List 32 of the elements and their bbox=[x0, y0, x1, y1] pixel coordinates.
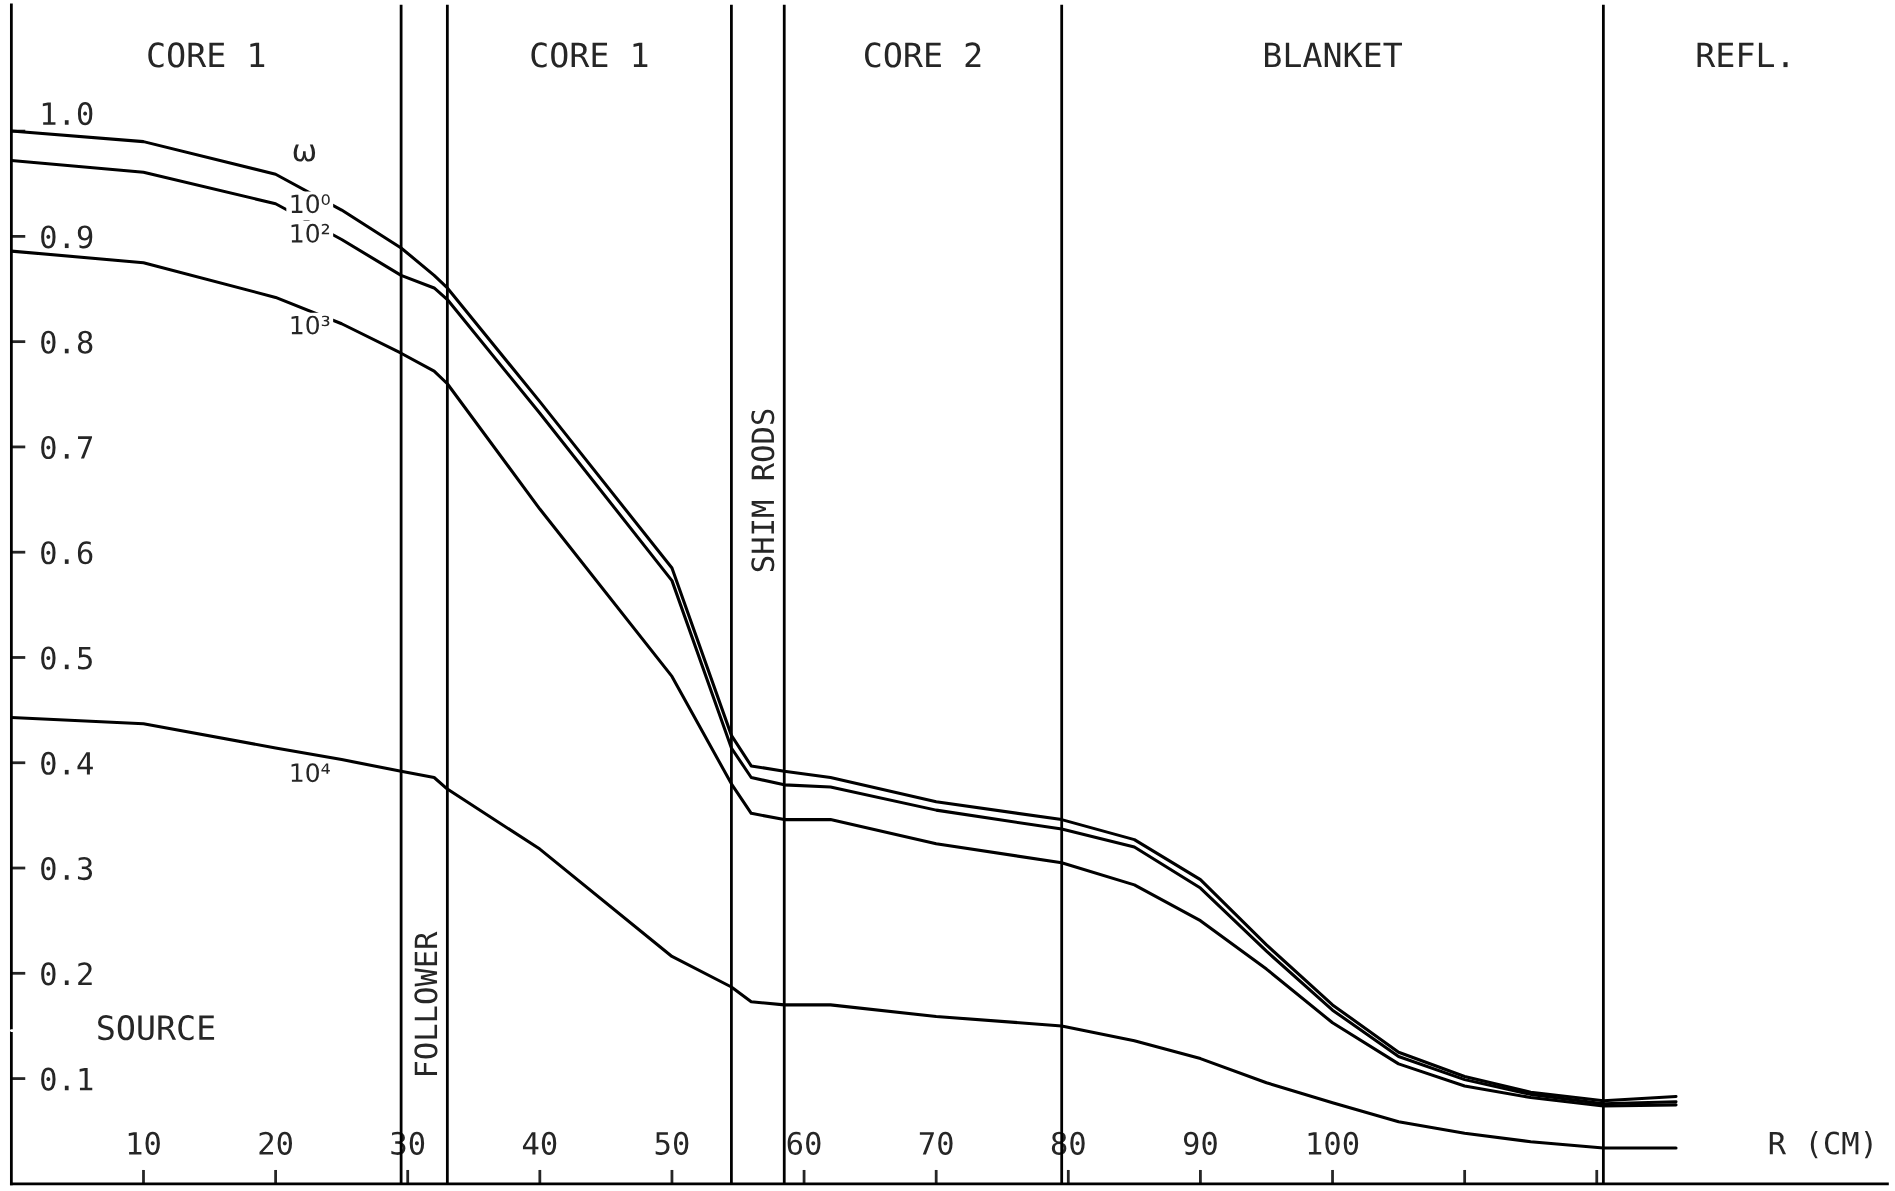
series-label: 10⁰ bbox=[291, 194, 330, 214]
annotation: REFL. bbox=[1697, 42, 1788, 68]
annotation: CORE 1 bbox=[531, 42, 648, 68]
y-tick-label: 0.3 bbox=[41, 857, 93, 881]
x-tick-label: 90 bbox=[1183, 1131, 1217, 1155]
x-tick-label: 40 bbox=[522, 1131, 557, 1155]
annotation: CORE 1 bbox=[148, 42, 265, 68]
x-tick-label: 60 bbox=[787, 1131, 821, 1155]
ref-line-label: SHIM RODS bbox=[751, 409, 775, 572]
y-tick-label: 1.0 bbox=[42, 102, 93, 126]
x-tick-label: 100 bbox=[1308, 1131, 1359, 1155]
ref-line-label: FOLLOWER bbox=[414, 931, 438, 1076]
x-axis-title: R (CM) bbox=[1769, 1130, 1872, 1159]
annotation: SOURCE bbox=[98, 1015, 215, 1041]
y-tick-label: 0.5 bbox=[41, 646, 92, 670]
legend-title: ω bbox=[293, 144, 316, 162]
y-tick-label: 0.9 bbox=[41, 225, 93, 249]
annotation: BLANKET bbox=[1265, 42, 1403, 68]
x-tick-label: 20 bbox=[259, 1131, 293, 1155]
series-label: 10³ bbox=[291, 315, 330, 335]
y-tick-label: 0.2 bbox=[41, 962, 92, 986]
annotation: CORE 2 bbox=[865, 42, 981, 68]
y-tick-label: 0.1 bbox=[41, 1067, 93, 1091]
x-tick-label: 50 bbox=[655, 1131, 689, 1155]
y-tick-label: 0.8 bbox=[41, 330, 93, 354]
x-tick-label: 70 bbox=[919, 1131, 953, 1155]
series-label: 10⁴ bbox=[291, 763, 330, 783]
x-tick-label: 10 bbox=[128, 1131, 160, 1155]
y-tick-label: 0.7 bbox=[41, 435, 93, 460]
series-label: 10² bbox=[291, 223, 330, 243]
y-tick-label: 0.4 bbox=[41, 751, 93, 775]
y-tick-label: 0.6 bbox=[41, 541, 93, 565]
